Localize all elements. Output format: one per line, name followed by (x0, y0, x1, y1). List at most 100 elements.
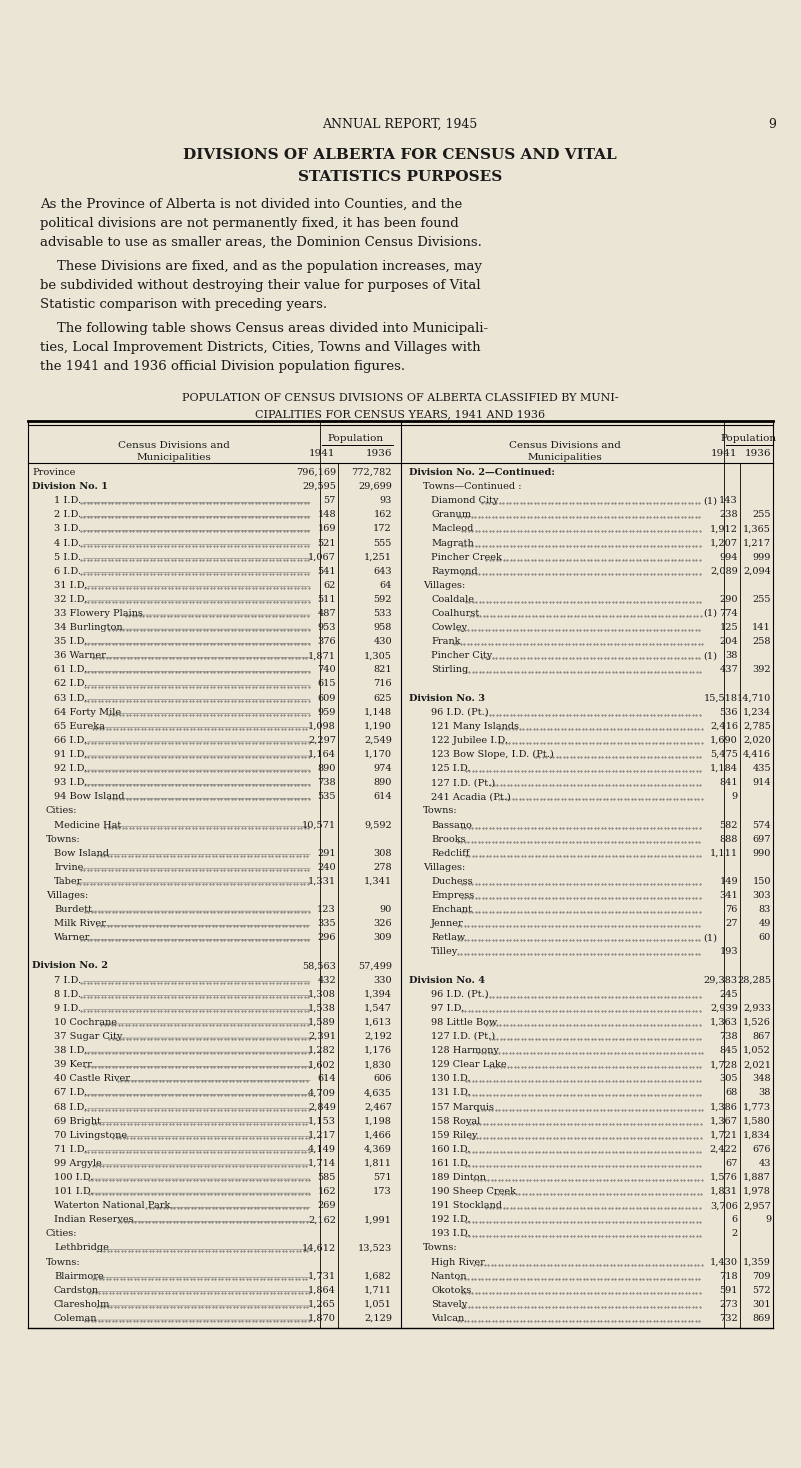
Text: 127 I.D. (Pt.): 127 I.D. (Pt.) (431, 778, 495, 787)
Text: 66 I.D.: 66 I.D. (54, 735, 87, 744)
Text: Census Divisions and: Census Divisions and (118, 440, 230, 451)
Text: 162: 162 (373, 511, 392, 520)
Text: 435: 435 (752, 765, 771, 774)
Text: Pincher Creek: Pincher Creek (431, 552, 502, 562)
Text: 1,184: 1,184 (710, 765, 738, 774)
Text: 2: 2 (732, 1229, 738, 1239)
Text: ties, Local Improvement Districts, Cities, Towns and Villages with: ties, Local Improvement Districts, Citie… (40, 341, 481, 354)
Text: 609: 609 (318, 693, 336, 703)
Text: Bow Island: Bow Island (54, 849, 109, 857)
Text: Irvine: Irvine (54, 863, 83, 872)
Text: 1,526: 1,526 (743, 1017, 771, 1028)
Text: 841: 841 (719, 778, 738, 787)
Text: 9 I.D.: 9 I.D. (54, 1004, 81, 1013)
Text: Okotoks: Okotoks (431, 1286, 471, 1295)
Text: (1): (1) (703, 496, 717, 505)
Text: 60: 60 (759, 934, 771, 942)
Text: 4,149: 4,149 (308, 1145, 336, 1154)
Text: 2,192: 2,192 (364, 1032, 392, 1041)
Text: Cardston: Cardston (54, 1286, 99, 1295)
Text: 2,129: 2,129 (364, 1314, 392, 1323)
Text: 953: 953 (317, 622, 336, 633)
Text: 392: 392 (752, 665, 771, 674)
Text: 67 I.D.: 67 I.D. (54, 1088, 87, 1098)
Text: 269: 269 (317, 1201, 336, 1210)
Text: Municipalities: Municipalities (137, 454, 211, 462)
Text: 38: 38 (759, 1088, 771, 1098)
Text: 162: 162 (317, 1188, 336, 1196)
Text: 511: 511 (317, 595, 336, 603)
Text: 97 I.D.: 97 I.D. (431, 1004, 465, 1013)
Text: 335: 335 (317, 919, 336, 928)
Text: 159 Riley: 159 Riley (431, 1130, 477, 1139)
Text: 6 I.D.: 6 I.D. (54, 567, 81, 575)
Text: 40 Castle River: 40 Castle River (54, 1075, 130, 1083)
Text: 238: 238 (719, 511, 738, 520)
Text: 821: 821 (373, 665, 392, 674)
Text: 1,466: 1,466 (364, 1130, 392, 1139)
Text: Coaldale: Coaldale (431, 595, 474, 603)
Text: 9: 9 (732, 793, 738, 802)
Text: 2,957: 2,957 (743, 1201, 771, 1210)
Text: 158 Royal: 158 Royal (431, 1117, 481, 1126)
Text: 125: 125 (719, 622, 738, 633)
Text: 1,367: 1,367 (710, 1117, 738, 1126)
Text: Bassano: Bassano (431, 821, 472, 829)
Text: 1,170: 1,170 (364, 750, 392, 759)
Text: 890: 890 (318, 765, 336, 774)
Text: 1,386: 1,386 (710, 1102, 738, 1111)
Text: 4,709: 4,709 (308, 1088, 336, 1098)
Text: 130 I.D.: 130 I.D. (431, 1075, 470, 1083)
Text: 9: 9 (765, 1216, 771, 1224)
Text: 57: 57 (324, 496, 336, 505)
Text: 62: 62 (324, 581, 336, 590)
Text: DIVISIONS OF ALBERTA FOR CENSUS AND VITAL: DIVISIONS OF ALBERTA FOR CENSUS AND VITA… (183, 148, 617, 161)
Text: 994: 994 (719, 552, 738, 562)
Text: 173: 173 (373, 1188, 392, 1196)
Text: Medicine Hat: Medicine Hat (54, 821, 121, 829)
Text: Stirling: Stirling (431, 665, 469, 674)
Text: Towns:: Towns: (423, 1243, 457, 1252)
Text: 204: 204 (719, 637, 738, 646)
Text: Diamond City: Diamond City (431, 496, 498, 505)
Text: 36 Warner: 36 Warner (54, 652, 106, 661)
Text: Pincher City: Pincher City (431, 652, 493, 661)
Text: 774: 774 (719, 609, 738, 618)
Text: 615: 615 (317, 680, 336, 688)
Text: 38: 38 (726, 652, 738, 661)
Text: 1,991: 1,991 (364, 1216, 392, 1224)
Text: Coleman: Coleman (54, 1314, 98, 1323)
Text: 330: 330 (373, 976, 392, 985)
Text: 1,834: 1,834 (743, 1130, 771, 1139)
Text: Waterton National Park: Waterton National Park (54, 1201, 171, 1210)
Text: 93 I.D.: 93 I.D. (54, 778, 87, 787)
Text: Empress: Empress (431, 891, 474, 900)
Text: 571: 571 (373, 1173, 392, 1182)
Text: 9: 9 (768, 117, 776, 131)
Text: 70 Livingstone: 70 Livingstone (54, 1130, 127, 1139)
Text: 169: 169 (317, 524, 336, 533)
Text: 7 I.D.: 7 I.D. (54, 976, 81, 985)
Text: Vulcan: Vulcan (431, 1314, 465, 1323)
Text: 193 I.D.: 193 I.D. (431, 1229, 470, 1239)
Text: 4 I.D.: 4 I.D. (54, 539, 81, 548)
Text: 123 Bow Slope, I.D. (Pt.): 123 Bow Slope, I.D. (Pt.) (431, 750, 553, 759)
Text: 71 I.D.: 71 I.D. (54, 1145, 87, 1154)
Text: Towns:: Towns: (46, 1258, 81, 1267)
Text: (1): (1) (703, 652, 717, 661)
Text: 1,602: 1,602 (308, 1060, 336, 1069)
Text: Municipalities: Municipalities (527, 454, 602, 462)
Text: 191 Stockland: 191 Stockland (431, 1201, 502, 1210)
Text: Burdett: Burdett (54, 906, 92, 915)
Text: Taber: Taber (54, 876, 83, 885)
Text: 3,706: 3,706 (710, 1201, 738, 1210)
Text: 143: 143 (719, 496, 738, 505)
Text: 1,098: 1,098 (308, 722, 336, 731)
Text: 129 Clear Lake: 129 Clear Lake (431, 1060, 506, 1069)
Text: Frank: Frank (431, 637, 461, 646)
Text: Blairmore: Blairmore (54, 1271, 104, 1280)
Text: POPULATION OF CENSUS DIVISIONS OF ALBERTA CLASSIFIED BY MUNI-: POPULATION OF CENSUS DIVISIONS OF ALBERT… (182, 393, 618, 404)
Text: 535: 535 (317, 793, 336, 802)
Text: 157 Marquis: 157 Marquis (431, 1102, 494, 1111)
Text: 2,020: 2,020 (743, 735, 771, 744)
